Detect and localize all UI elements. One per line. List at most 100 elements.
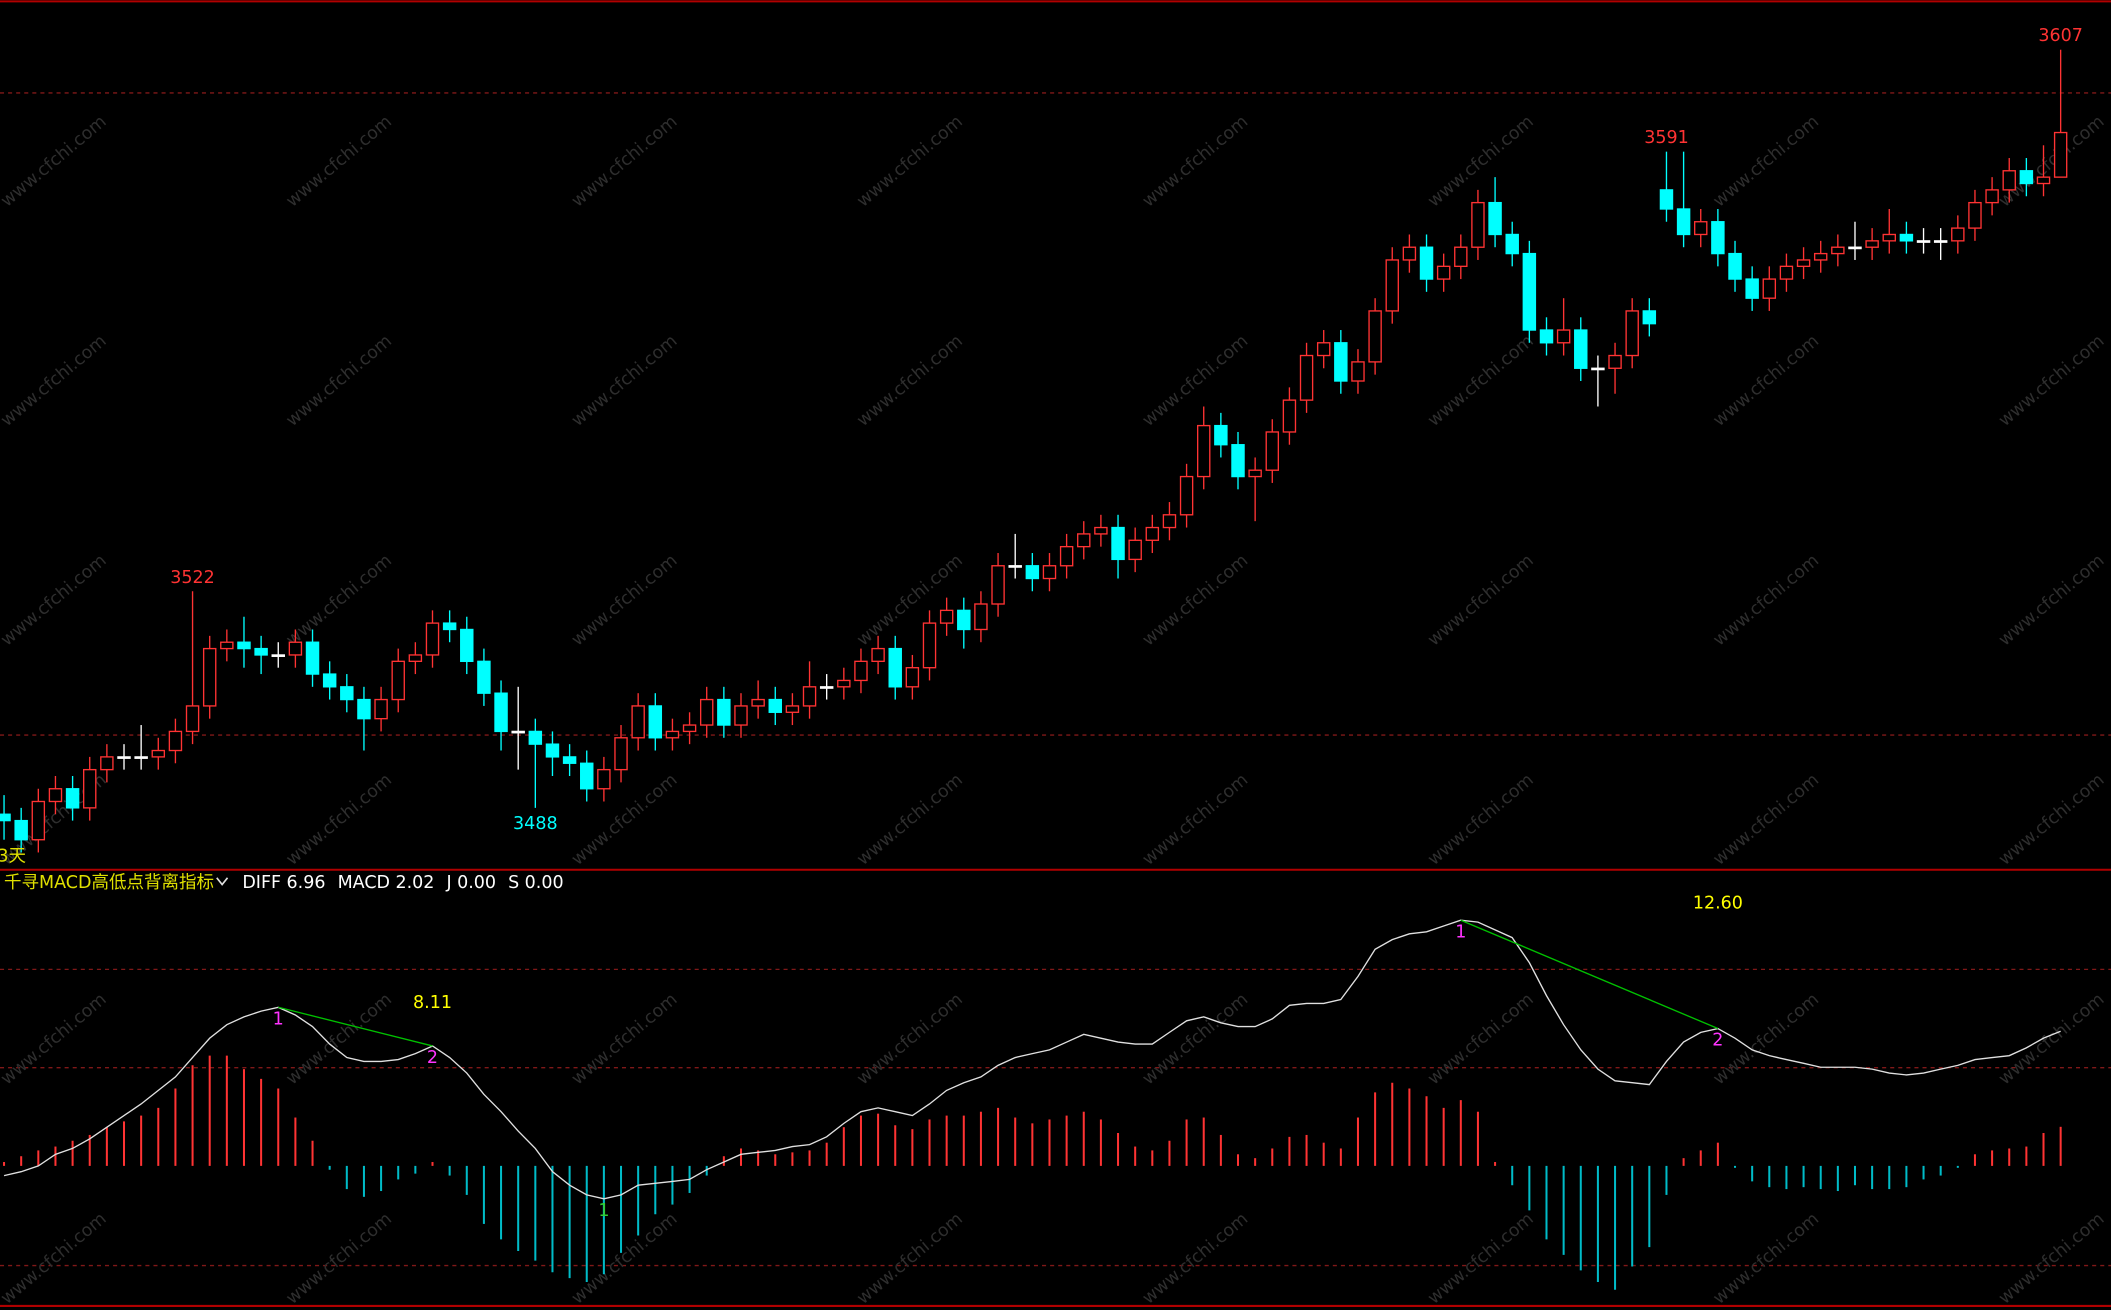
candle-body bbox=[271, 654, 285, 657]
candle-body bbox=[1591, 367, 1605, 371]
candle-body bbox=[168, 730, 183, 752]
candle-body bbox=[1745, 278, 1759, 299]
divergence-line bbox=[278, 1006, 433, 1047]
candle-body bbox=[357, 698, 371, 720]
candle-body bbox=[1796, 259, 1811, 268]
candle-body bbox=[1813, 252, 1828, 261]
candle-body bbox=[237, 641, 251, 650]
candle-body bbox=[802, 686, 817, 707]
candle-body bbox=[768, 698, 782, 713]
candle-body bbox=[1077, 533, 1091, 548]
candle-body bbox=[48, 788, 63, 803]
candle-body bbox=[665, 730, 680, 739]
candle-body bbox=[391, 660, 405, 701]
candle-body bbox=[1299, 354, 1314, 401]
divergence-marker: 1 bbox=[273, 1009, 284, 1029]
candle-body bbox=[1608, 354, 1622, 369]
candle-body bbox=[1248, 469, 1262, 478]
plot: 3522 3488 3591 3607 8.11 12.60 1 2 1 1 2 bbox=[0, 26, 2083, 1290]
candle-body bbox=[631, 705, 645, 739]
candle-body bbox=[374, 698, 388, 720]
candle-body bbox=[580, 762, 594, 790]
candle-body bbox=[1694, 221, 1708, 236]
candle-body bbox=[2002, 170, 2016, 191]
indicator-values: DIFF 6.96 MACD 2.02 J 0.00 S 0.00 bbox=[242, 873, 563, 893]
candle-body bbox=[442, 622, 457, 631]
candle-body bbox=[1676, 208, 1691, 236]
candle-body bbox=[2053, 131, 2068, 178]
candle-body bbox=[1916, 240, 1931, 243]
candle-body bbox=[151, 749, 166, 758]
indicator-value: 0.00 bbox=[457, 873, 496, 893]
indicator-name: J bbox=[446, 873, 452, 893]
candle-body bbox=[682, 724, 697, 733]
candle-body bbox=[819, 686, 834, 689]
candle-body bbox=[939, 609, 954, 624]
candle-body bbox=[1831, 246, 1845, 255]
candle-body bbox=[1385, 259, 1399, 312]
dropdown-icon[interactable] bbox=[216, 877, 229, 886]
candle-body bbox=[288, 641, 303, 656]
candle-body bbox=[922, 622, 937, 669]
candle-body bbox=[1368, 310, 1382, 363]
divergence-marker: 1 bbox=[1455, 922, 1466, 942]
candle-body bbox=[1985, 189, 1999, 204]
price-label: 3591 bbox=[1644, 128, 1689, 148]
indicator-value: 2.02 bbox=[395, 873, 434, 893]
candle-body bbox=[1025, 565, 1040, 580]
candle-body bbox=[1728, 252, 1742, 280]
candle-body bbox=[14, 819, 28, 841]
candle-body bbox=[1282, 399, 1297, 433]
candle-body bbox=[1145, 526, 1160, 541]
candle-body bbox=[785, 705, 800, 713]
candle-body bbox=[1505, 233, 1519, 255]
candle-body bbox=[185, 705, 200, 733]
candle-body bbox=[1265, 431, 1280, 471]
candle-body bbox=[1625, 310, 1639, 357]
candle-body bbox=[1659, 189, 1674, 210]
candle-body bbox=[511, 730, 525, 734]
candle-body bbox=[1556, 329, 1571, 344]
candle-body bbox=[1882, 233, 1896, 242]
candle-body bbox=[322, 673, 337, 688]
candle-body bbox=[699, 698, 714, 726]
candle-body bbox=[1471, 201, 1485, 248]
candle-body bbox=[734, 705, 748, 726]
diff-line bbox=[3, 919, 2061, 1200]
candle-body bbox=[854, 660, 868, 682]
candle-body bbox=[1231, 444, 1245, 478]
period-label: 3天 bbox=[0, 846, 26, 866]
candle-body bbox=[1162, 514, 1177, 529]
candle-body bbox=[1522, 252, 1537, 331]
candle-body bbox=[408, 654, 423, 663]
candle-body bbox=[2019, 170, 2034, 185]
candle-body bbox=[1196, 424, 1211, 478]
candle-body bbox=[1128, 539, 1142, 561]
candle-body bbox=[1642, 310, 1657, 325]
candle-body bbox=[340, 686, 354, 701]
candle-body bbox=[1848, 246, 1862, 250]
candle-body bbox=[905, 667, 920, 688]
candle-body bbox=[1402, 246, 1417, 261]
candle-body bbox=[254, 647, 268, 656]
indicator-value: 6.96 bbox=[287, 873, 326, 893]
candle-body bbox=[1779, 265, 1794, 280]
candle-body bbox=[1214, 424, 1228, 446]
candle-body bbox=[597, 768, 611, 790]
divergence-marker: 2 bbox=[1712, 1031, 1723, 1051]
candle-body bbox=[871, 647, 885, 663]
candle-body bbox=[888, 647, 902, 688]
candle-body bbox=[31, 800, 46, 841]
candle-body bbox=[100, 756, 114, 771]
candle-body bbox=[1008, 565, 1022, 568]
candle-body bbox=[751, 698, 765, 707]
candle-body bbox=[614, 737, 628, 771]
indicator-name: MACD bbox=[338, 873, 390, 893]
indicator-title: 千寻MACD高低点背离指标 bbox=[4, 873, 214, 893]
candle-body bbox=[1488, 201, 1502, 236]
indicator-name: DIFF bbox=[242, 873, 281, 893]
candle-body bbox=[1094, 526, 1108, 535]
candle-body bbox=[545, 743, 560, 758]
